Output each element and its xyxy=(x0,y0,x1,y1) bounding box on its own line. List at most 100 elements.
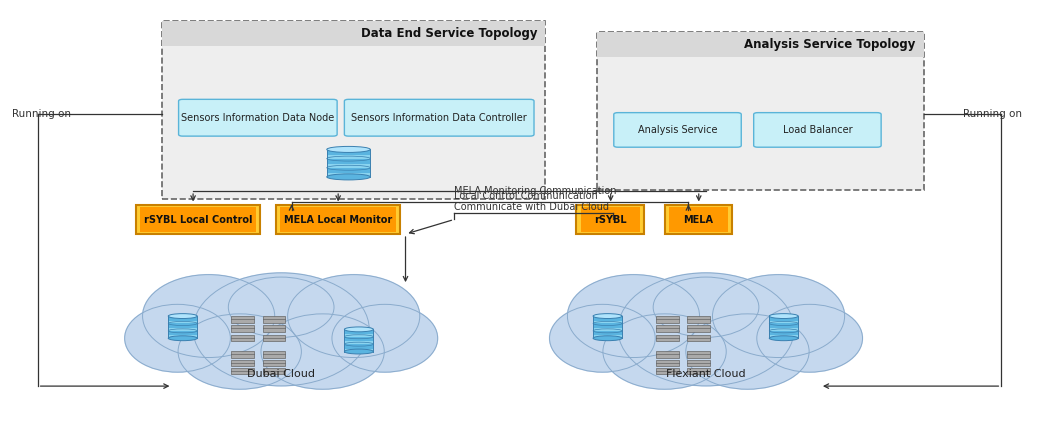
FancyBboxPatch shape xyxy=(688,325,711,332)
Ellipse shape xyxy=(603,314,726,389)
Text: Running on: Running on xyxy=(11,109,71,120)
FancyBboxPatch shape xyxy=(769,321,798,323)
Ellipse shape xyxy=(769,314,798,318)
FancyBboxPatch shape xyxy=(232,334,255,341)
FancyBboxPatch shape xyxy=(665,205,731,234)
FancyBboxPatch shape xyxy=(232,316,255,323)
FancyBboxPatch shape xyxy=(179,99,337,136)
FancyBboxPatch shape xyxy=(232,325,255,332)
Ellipse shape xyxy=(193,273,369,386)
FancyBboxPatch shape xyxy=(344,341,373,344)
Ellipse shape xyxy=(756,304,862,372)
FancyBboxPatch shape xyxy=(657,334,680,341)
FancyBboxPatch shape xyxy=(657,325,680,332)
Ellipse shape xyxy=(769,336,798,341)
FancyBboxPatch shape xyxy=(344,349,373,351)
Ellipse shape xyxy=(686,314,809,389)
FancyBboxPatch shape xyxy=(614,113,741,147)
FancyBboxPatch shape xyxy=(232,368,255,374)
Text: Load Balancer: Load Balancer xyxy=(782,125,852,135)
Bar xyxy=(168,316,197,338)
Ellipse shape xyxy=(168,336,197,341)
FancyBboxPatch shape xyxy=(140,207,257,232)
FancyBboxPatch shape xyxy=(232,351,255,358)
FancyBboxPatch shape xyxy=(657,351,680,358)
Text: Analysis Service: Analysis Service xyxy=(638,125,717,135)
FancyBboxPatch shape xyxy=(688,351,711,358)
Text: MELA Local Monitor: MELA Local Monitor xyxy=(284,215,393,225)
FancyBboxPatch shape xyxy=(657,368,680,374)
Text: Sensors Information Data Node: Sensors Information Data Node xyxy=(181,113,335,123)
Text: rSYBL: rSYBL xyxy=(594,215,627,225)
Text: Dubai Cloud: Dubai Cloud xyxy=(247,369,315,379)
FancyBboxPatch shape xyxy=(168,321,197,323)
Text: Sensors Information Data Controller: Sensors Information Data Controller xyxy=(351,113,527,123)
Ellipse shape xyxy=(288,275,420,358)
FancyBboxPatch shape xyxy=(232,360,255,366)
FancyBboxPatch shape xyxy=(263,351,286,358)
FancyBboxPatch shape xyxy=(593,321,622,323)
Text: Data End Service Topology: Data End Service Topology xyxy=(361,27,537,40)
Ellipse shape xyxy=(550,304,656,372)
FancyBboxPatch shape xyxy=(263,360,286,366)
Ellipse shape xyxy=(344,349,373,354)
FancyBboxPatch shape xyxy=(669,207,727,232)
Ellipse shape xyxy=(618,273,794,386)
FancyBboxPatch shape xyxy=(688,334,711,341)
FancyBboxPatch shape xyxy=(326,155,370,159)
Bar xyxy=(593,316,622,338)
Ellipse shape xyxy=(593,314,622,318)
Ellipse shape xyxy=(142,275,274,358)
FancyBboxPatch shape xyxy=(344,99,534,136)
FancyBboxPatch shape xyxy=(136,205,261,234)
Text: MELA: MELA xyxy=(684,215,713,225)
Text: MELA Monitoring Communication: MELA Monitoring Communication xyxy=(454,186,617,195)
FancyBboxPatch shape xyxy=(162,21,545,45)
Ellipse shape xyxy=(261,314,384,389)
FancyBboxPatch shape xyxy=(688,316,711,323)
Text: Running on: Running on xyxy=(963,109,1022,120)
FancyBboxPatch shape xyxy=(577,205,644,234)
FancyBboxPatch shape xyxy=(263,316,286,323)
FancyBboxPatch shape xyxy=(593,328,622,331)
FancyBboxPatch shape xyxy=(344,334,373,337)
Ellipse shape xyxy=(593,336,622,341)
Ellipse shape xyxy=(178,314,301,389)
FancyBboxPatch shape xyxy=(597,33,924,190)
FancyBboxPatch shape xyxy=(769,335,798,338)
FancyBboxPatch shape xyxy=(581,207,640,232)
FancyBboxPatch shape xyxy=(263,334,286,341)
FancyBboxPatch shape xyxy=(276,205,400,234)
FancyBboxPatch shape xyxy=(281,207,396,232)
FancyBboxPatch shape xyxy=(597,33,924,57)
Bar xyxy=(326,149,370,177)
FancyBboxPatch shape xyxy=(162,21,545,198)
FancyBboxPatch shape xyxy=(263,368,286,374)
FancyBboxPatch shape xyxy=(688,360,711,366)
Text: Analysis Service Topology: Analysis Service Topology xyxy=(744,38,915,51)
FancyBboxPatch shape xyxy=(657,360,680,366)
FancyBboxPatch shape xyxy=(688,368,711,374)
FancyBboxPatch shape xyxy=(326,173,370,177)
FancyBboxPatch shape xyxy=(657,316,680,323)
Text: Communicate with Dubai Cloud: Communicate with Dubai Cloud xyxy=(454,202,609,212)
FancyBboxPatch shape xyxy=(168,335,197,338)
FancyBboxPatch shape xyxy=(769,328,798,331)
Text: Flexiant Cloud: Flexiant Cloud xyxy=(666,369,746,379)
Ellipse shape xyxy=(331,304,437,372)
Bar xyxy=(344,330,373,351)
Ellipse shape xyxy=(125,304,231,372)
Text: Local Control Communication: Local Control Communication xyxy=(454,191,598,201)
FancyBboxPatch shape xyxy=(263,325,286,332)
Ellipse shape xyxy=(713,275,845,358)
Ellipse shape xyxy=(654,277,758,337)
Text: rSYBL Local Control: rSYBL Local Control xyxy=(144,215,252,225)
FancyBboxPatch shape xyxy=(593,335,622,338)
FancyBboxPatch shape xyxy=(753,113,881,147)
Ellipse shape xyxy=(229,277,334,337)
Ellipse shape xyxy=(326,146,370,153)
Ellipse shape xyxy=(326,174,370,180)
FancyBboxPatch shape xyxy=(168,328,197,331)
Ellipse shape xyxy=(344,327,373,332)
Ellipse shape xyxy=(567,275,699,358)
